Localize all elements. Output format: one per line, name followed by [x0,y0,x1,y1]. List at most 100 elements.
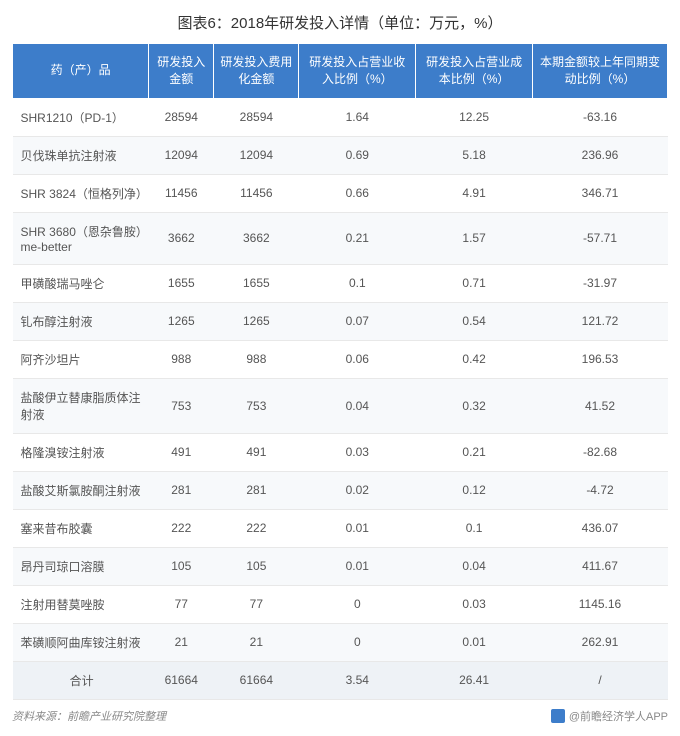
table-cell: 11456 [214,174,299,212]
table-cell: 61664 [149,661,214,699]
table-cell: 28594 [149,98,214,136]
table-cell: 12094 [214,136,299,174]
table-row: 塞来昔布胶囊2222220.010.1436.07 [13,509,668,547]
table-cell: 盐酸艾斯氯胺酮注射液 [13,471,149,509]
table-cell: 0.1 [416,509,533,547]
table-row: 钆布醇注射液126512650.070.54121.72 [13,302,668,340]
footer: 资料来源：前瞻产业研究院整理 @前瞻经济学人APP [12,708,668,724]
table-cell: 0.01 [299,547,416,585]
chart-title: 图表6：2018年研发投入详情（单位：万元，%） [12,12,668,33]
table-cell: 1.64 [299,98,416,136]
col-header-cost-ratio: 研发投入占营业成本比例（%） [416,44,533,99]
table-cell: 262.91 [532,623,667,661]
data-table: 药（产）品 研发投入金额 研发投入费用化金额 研发投入占营业收入比例（%） 研发… [12,43,668,700]
table-cell: 0.03 [416,585,533,623]
table-row: 昂丹司琼口溶膜1051050.010.04411.67 [13,547,668,585]
table-cell: / [532,661,667,699]
table-row: 盐酸伊立替康脂质体注射液7537530.040.3241.52 [13,378,668,433]
col-header-amount: 研发投入金额 [149,44,214,99]
table-cell: 0 [299,623,416,661]
table-cell: 1265 [214,302,299,340]
table-row: SHR1210（PD-1）28594285941.6412.25-63.16 [13,98,668,136]
table-cell: 28594 [214,98,299,136]
table-cell: -4.72 [532,471,667,509]
table-cell: 甲磺酸瑞马唑仑 [13,264,149,302]
table-cell: 11456 [149,174,214,212]
table-total-row: 合计61664616643.5426.41/ [13,661,668,699]
table-cell: 阿齐沙坦片 [13,340,149,378]
table-cell: 411.67 [532,547,667,585]
table-cell: 0.21 [299,212,416,264]
table-cell: 61664 [214,661,299,699]
table-cell: 0.42 [416,340,533,378]
table-cell: 222 [214,509,299,547]
table-cell: 0.03 [299,433,416,471]
table-cell: -82.68 [532,433,667,471]
table-row: 盐酸艾斯氯胺酮注射液2812810.020.12-4.72 [13,471,668,509]
table-cell: SHR1210（PD-1） [13,98,149,136]
table-cell: 988 [149,340,214,378]
table-cell: 合计 [13,661,149,699]
table-cell: 0.01 [416,623,533,661]
table-cell: 塞来昔布胶囊 [13,509,149,547]
col-header-product: 药（产）品 [13,44,149,99]
table-cell: 26.41 [416,661,533,699]
table-header-row: 药（产）品 研发投入金额 研发投入费用化金额 研发投入占营业收入比例（%） 研发… [13,44,668,99]
table-cell: 1265 [149,302,214,340]
table-cell: 491 [214,433,299,471]
col-header-revenue-ratio: 研发投入占营业收入比例（%） [299,44,416,99]
table-row: 阿齐沙坦片9889880.060.42196.53 [13,340,668,378]
table-cell: 41.52 [532,378,667,433]
table-cell: 0.1 [299,264,416,302]
table-row: 注射用替莫唑胺777700.031145.16 [13,585,668,623]
table-cell: 3662 [149,212,214,264]
table-cell: 753 [214,378,299,433]
table-cell: 77 [149,585,214,623]
table-cell: 苯磺顺阿曲库铵注射液 [13,623,149,661]
table-cell: 1655 [214,264,299,302]
table-cell: 注射用替莫唑胺 [13,585,149,623]
table-cell: 1655 [149,264,214,302]
table-cell: 281 [149,471,214,509]
watermark-text: @前瞻经济学人APP [569,708,668,724]
table-row: 格隆溴铵注射液4914910.030.21-82.68 [13,433,668,471]
table-cell: 3.54 [299,661,416,699]
table-cell: -31.97 [532,264,667,302]
table-cell: 12094 [149,136,214,174]
table-cell: 钆布醇注射液 [13,302,149,340]
table-cell: 346.71 [532,174,667,212]
table-cell: 3662 [214,212,299,264]
table-cell: 21 [149,623,214,661]
table-cell: 491 [149,433,214,471]
table-cell: 436.07 [532,509,667,547]
table-cell: 0.21 [416,433,533,471]
table-cell: 昂丹司琼口溶膜 [13,547,149,585]
table-cell: 0.32 [416,378,533,433]
table-cell: 0.06 [299,340,416,378]
table-cell: 0.54 [416,302,533,340]
table-cell: 0.71 [416,264,533,302]
table-cell: 盐酸伊立替康脂质体注射液 [13,378,149,433]
table-row: SHR 3824（恒格列净）11456114560.664.91346.71 [13,174,668,212]
table-cell: 105 [149,547,214,585]
table-cell: 贝伐珠单抗注射液 [13,136,149,174]
table-cell: 0 [299,585,416,623]
table-cell: 12.25 [416,98,533,136]
table-cell: SHR 3680（恩杂鲁胺）me-better [13,212,149,264]
table-cell: 0.12 [416,471,533,509]
source-text: 资料来源：前瞻产业研究院整理 [12,708,166,724]
table-cell: 222 [149,509,214,547]
table-cell: 0.02 [299,471,416,509]
watermark-icon [551,709,565,723]
table-cell: 0.69 [299,136,416,174]
table-cell: -57.71 [532,212,667,264]
table-cell: SHR 3824（恒格列净） [13,174,149,212]
table-cell: 0.07 [299,302,416,340]
table-cell: 196.53 [532,340,667,378]
table-cell: 0.04 [416,547,533,585]
table-cell: 0.01 [299,509,416,547]
table-cell: 5.18 [416,136,533,174]
col-header-change-ratio: 本期金额较上年同期变动比例（%） [532,44,667,99]
table-cell: 0.66 [299,174,416,212]
table-cell: 988 [214,340,299,378]
